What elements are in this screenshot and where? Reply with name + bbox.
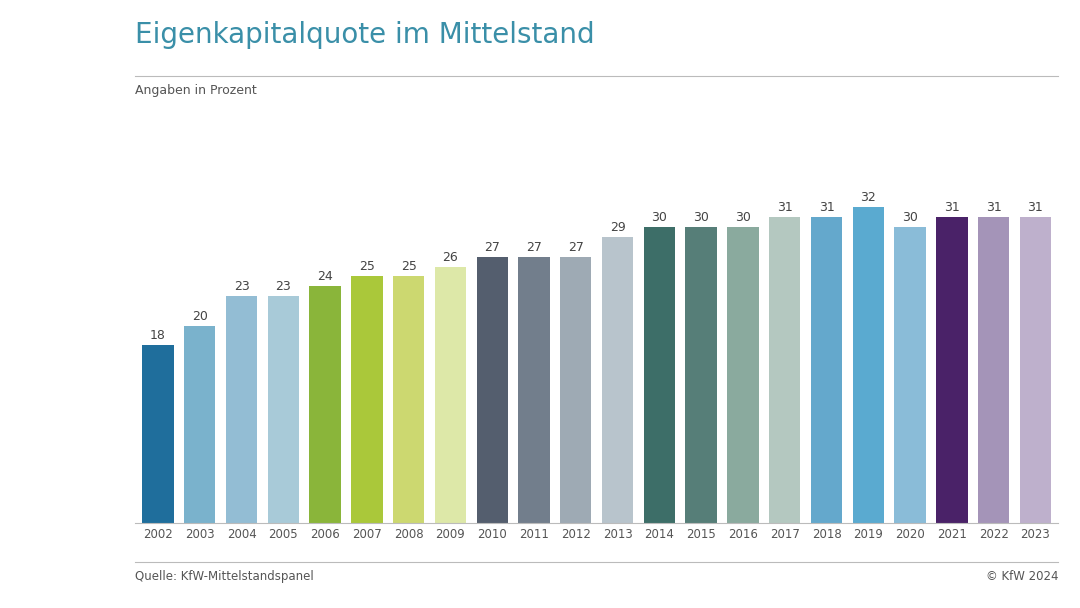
Text: 27: 27	[484, 241, 500, 254]
Text: 18: 18	[150, 330, 166, 342]
Bar	[351, 277, 382, 523]
Text: 31: 31	[1027, 201, 1043, 214]
Text: 23: 23	[233, 280, 249, 293]
Bar	[936, 217, 968, 523]
Bar	[268, 296, 299, 523]
Text: 31: 31	[944, 201, 960, 214]
Text: 26: 26	[443, 250, 458, 264]
Text: Eigenkapitalquote im Mittelstand: Eigenkapitalquote im Mittelstand	[135, 21, 595, 49]
Bar	[518, 257, 550, 523]
Text: 29: 29	[610, 221, 625, 234]
Bar	[727, 227, 758, 523]
Text: 31: 31	[986, 201, 1001, 214]
Text: 25: 25	[401, 260, 417, 274]
Text: 30: 30	[693, 211, 710, 224]
Bar	[561, 257, 592, 523]
Bar	[811, 217, 842, 523]
Text: © KfW 2024: © KfW 2024	[986, 570, 1058, 583]
Text: 30: 30	[735, 211, 751, 224]
Bar	[686, 227, 717, 523]
Text: 30: 30	[902, 211, 918, 224]
Text: 32: 32	[861, 192, 876, 204]
Text: 27: 27	[526, 241, 542, 254]
Bar	[435, 266, 467, 523]
Bar	[769, 217, 800, 523]
Text: 23: 23	[275, 280, 292, 293]
Text: 30: 30	[651, 211, 667, 224]
Bar	[894, 227, 926, 523]
Text: 31: 31	[819, 201, 835, 214]
Text: Quelle: KfW-Mittelstandspanel: Quelle: KfW-Mittelstandspanel	[135, 570, 314, 583]
Text: 20: 20	[192, 309, 207, 323]
Bar	[310, 286, 341, 523]
Bar	[644, 227, 675, 523]
Text: Angaben in Prozent: Angaben in Prozent	[135, 84, 257, 97]
Text: 31: 31	[777, 201, 793, 214]
Bar	[978, 217, 1010, 523]
Bar	[393, 277, 424, 523]
Bar	[184, 326, 215, 523]
Bar	[143, 345, 174, 523]
Bar	[1020, 217, 1051, 523]
Bar	[602, 237, 633, 523]
Text: 27: 27	[568, 241, 584, 254]
Bar	[226, 296, 257, 523]
Text: 24: 24	[318, 271, 333, 283]
Bar	[476, 257, 508, 523]
Text: 25: 25	[359, 260, 375, 274]
Bar	[852, 207, 883, 523]
